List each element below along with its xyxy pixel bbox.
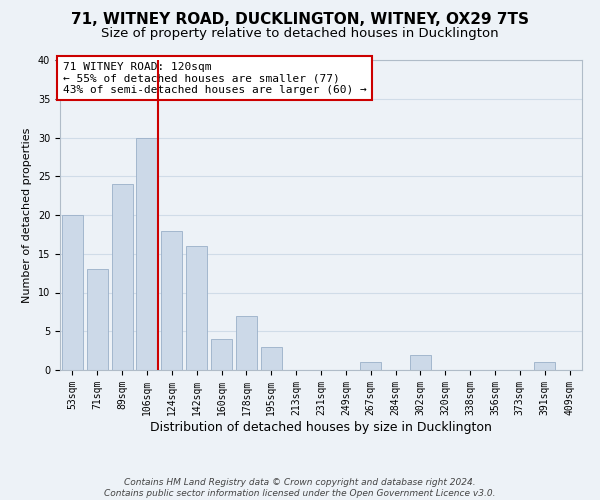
Bar (62, 215, 83, 370)
Bar (87, 269, 108, 370)
Bar (360, 362, 381, 370)
Bar (236, 316, 257, 370)
Bar (410, 354, 431, 370)
Text: Contains HM Land Registry data © Crown copyright and database right 2024.
Contai: Contains HM Land Registry data © Crown c… (104, 478, 496, 498)
Text: Size of property relative to detached houses in Ducklington: Size of property relative to detached ho… (101, 28, 499, 40)
Y-axis label: Number of detached properties: Number of detached properties (22, 128, 32, 302)
Bar (186, 246, 207, 370)
Text: 71, WITNEY ROAD, DUCKLINGTON, WITNEY, OX29 7TS: 71, WITNEY ROAD, DUCKLINGTON, WITNEY, OX… (71, 12, 529, 28)
Bar (534, 362, 555, 370)
Bar (112, 184, 133, 370)
Text: 71 WITNEY ROAD: 120sqm
← 55% of detached houses are smaller (77)
43% of semi-det: 71 WITNEY ROAD: 120sqm ← 55% of detached… (62, 62, 367, 95)
X-axis label: Distribution of detached houses by size in Ducklington: Distribution of detached houses by size … (150, 420, 492, 434)
Bar (161, 230, 182, 370)
Bar (211, 339, 232, 370)
Bar (136, 138, 158, 370)
Bar (261, 347, 282, 370)
